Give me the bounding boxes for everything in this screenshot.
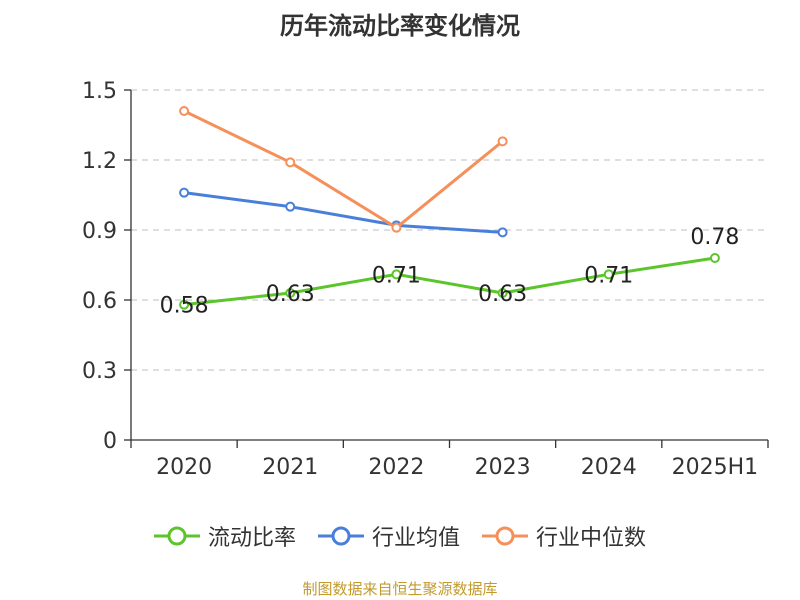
axis-layer: 0 0.3 0.6 0.9 1.2 1.5 2020 2021 2022 2023 2024 2025…: [82, 79, 769, 480]
data-point: [179, 106, 190, 116]
legend-line-marker-icon: [317, 526, 364, 546]
y-tick-label: 0: [103, 429, 117, 454]
data-label-layer: 0.58 0.63 0.71 0.63 0.71 0.78: [160, 225, 740, 319]
series-0: [179, 253, 720, 310]
data-point: [497, 288, 508, 298]
data-label: 0.58: [160, 294, 209, 319]
data-label: 0.71: [584, 263, 633, 288]
x-tick-label: 2023: [475, 455, 531, 480]
data-label: 0.63: [478, 282, 527, 307]
x-tick-label: 2020: [156, 455, 212, 480]
source-note: 制图数据来自恒生聚源数据库: [302, 580, 498, 598]
data-point: [179, 299, 190, 310]
data-point: [709, 253, 720, 263]
data-point: [285, 157, 296, 168]
x-tick-label: 2025H1: [672, 455, 759, 480]
y-tick-label: 0.3: [82, 359, 117, 384]
series-layer: [179, 106, 720, 310]
data-label: 0.63: [266, 282, 315, 307]
data-point: [285, 201, 296, 212]
data-point: [285, 288, 296, 298]
legend-item-industry-median[interactable]: 行业中位数: [482, 520, 646, 552]
series-line: [183, 256, 716, 307]
data-point: [497, 227, 508, 238]
legend-line-marker-icon: [482, 526, 528, 546]
legend: 流动比率 行业均值 行业中位数: [0, 520, 800, 552]
data-point: [497, 136, 508, 147]
series-line: [183, 191, 503, 234]
legend-line-marker-icon: [153, 526, 200, 546]
data-point: [179, 187, 190, 198]
series-line: [183, 109, 504, 230]
grid-layer: [131, 89, 768, 371]
y-tick-label: 1.2: [82, 149, 117, 174]
legend-item-industry-mean[interactable]: 行业均值: [317, 520, 460, 552]
x-tick-label: 2024: [581, 455, 637, 480]
x-tick-label: 2021: [262, 455, 318, 480]
data-point: [391, 222, 402, 233]
y-tick-label: 1.5: [82, 79, 117, 104]
data-point: [603, 269, 614, 280]
y-tick-label: 0.6: [82, 289, 117, 314]
y-tick-label: 0.9: [82, 219, 117, 244]
legend-label: 流动比率: [207, 526, 296, 551]
legend-label: 行业中位数: [536, 526, 647, 551]
legend-label: 行业均值: [371, 526, 460, 551]
x-tick-label: 2022: [368, 455, 424, 480]
chart-title: 历年流动比率变化情况: [280, 12, 520, 40]
legend-item-current-ratio[interactable]: 流动比率: [153, 520, 296, 552]
series-2: [179, 106, 508, 233]
data-label: 0.78: [690, 225, 739, 250]
data-point: [391, 269, 402, 280]
data-label: 0.71: [372, 263, 421, 288]
